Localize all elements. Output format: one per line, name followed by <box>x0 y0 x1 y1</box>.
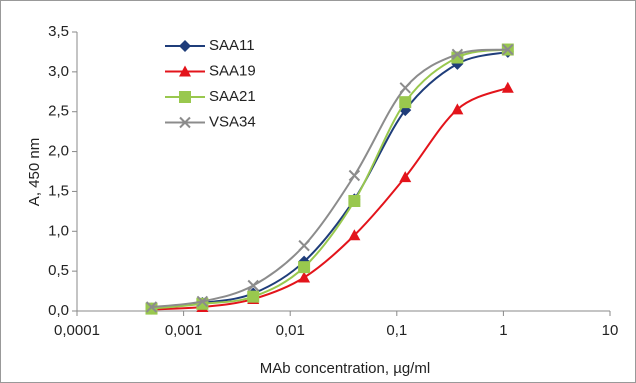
marker <box>399 171 412 183</box>
marker <box>196 295 209 308</box>
x-tick-label: 0,0001 <box>54 322 100 339</box>
x-axis-label: MAb concentration, µg/ml <box>260 360 430 377</box>
marker <box>451 103 464 115</box>
series-line <box>151 48 508 309</box>
x-tick-label: 10 <box>602 322 619 339</box>
x-tick-label: 0,01 <box>276 322 305 339</box>
marker <box>247 279 259 292</box>
marker <box>399 96 412 109</box>
y-tick-label: 0,5 <box>48 262 69 279</box>
marker <box>501 81 514 93</box>
y-tick-label: 2,0 <box>48 143 69 160</box>
y-tick-label: 3,0 <box>48 63 69 80</box>
series-line <box>151 50 509 310</box>
y-tick-label: 1,0 <box>48 222 69 239</box>
legend-label: SAA19 <box>209 62 256 79</box>
legend-label: VSA34 <box>209 113 256 130</box>
marker <box>145 301 158 313</box>
marker <box>348 229 361 241</box>
x-tick-label: 1 <box>499 322 507 339</box>
marker <box>502 43 514 56</box>
y-tick-label: 1,5 <box>48 182 69 199</box>
y-tick-label: 2,5 <box>48 103 69 120</box>
series-line <box>151 86 509 311</box>
marker <box>179 65 191 77</box>
legend-label: SAA11 <box>209 37 255 54</box>
marker <box>179 116 191 129</box>
marker <box>348 169 361 182</box>
y-tick-label: 3,5 <box>48 23 69 40</box>
marker <box>298 239 310 252</box>
marker <box>247 290 260 303</box>
marker <box>298 271 311 283</box>
legend-label: SAA21 <box>209 88 256 105</box>
marker <box>298 261 311 274</box>
marker <box>145 302 158 315</box>
y-axis-label: A, 450 nm <box>26 138 43 206</box>
marker <box>348 194 361 207</box>
x-tick-label: 0,1 <box>386 322 407 339</box>
x-tick-label: 0,001 <box>165 322 203 339</box>
y-tick-label: 0,0 <box>48 302 69 319</box>
marker <box>451 48 464 61</box>
marker <box>179 40 191 52</box>
marker <box>179 91 191 103</box>
series-line <box>151 48 508 310</box>
marker <box>399 82 411 94</box>
